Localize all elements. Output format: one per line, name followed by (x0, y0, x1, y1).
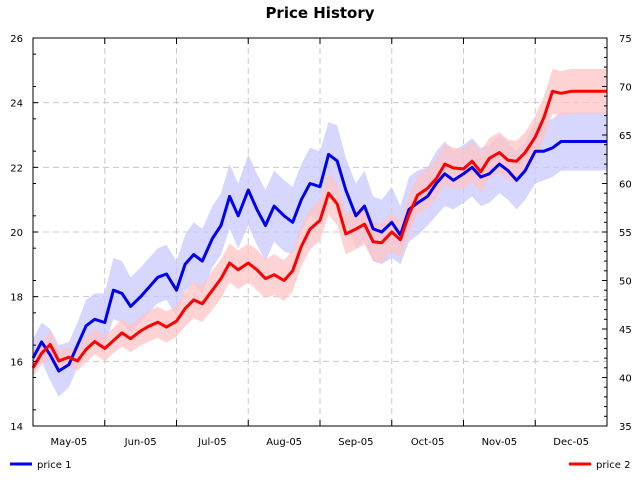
chart-title: Price History (265, 4, 374, 22)
x-tick-label: Oct-05 (411, 437, 445, 448)
x-tick-label: Sep-05 (338, 437, 373, 448)
right-tick-label: 35 (619, 422, 632, 433)
legend: price 1 price 2 (10, 460, 630, 471)
x-tick-label: May-05 (50, 437, 87, 448)
left-tick-label: 24 (10, 99, 23, 110)
right-tick-label: 60 (619, 180, 632, 191)
x-axis: May-05 Jun-05 Jul-05 Aug-05 Sep-05 Oct-05 Nov-… (50, 38, 589, 448)
left-y-axis: 14 16 18 20 22 24 26 (10, 34, 38, 433)
x-tick-label: Jun-05 (124, 437, 157, 448)
line-price-1 (31, 140, 607, 373)
confidence-bands (33, 69, 607, 397)
x-tick-label: Dec-05 (553, 437, 589, 448)
right-tick-label: 50 (619, 277, 632, 288)
legend-label-price-1: price 1 (37, 460, 71, 471)
series-lines (31, 89, 607, 373)
right-tick-label: 45 (619, 325, 632, 336)
x-tick-label: Jul-05 (197, 437, 226, 448)
right-tick-label: 75 (619, 34, 632, 45)
left-tick-label: 22 (10, 163, 23, 174)
right-tick-label: 70 (619, 83, 632, 94)
left-tick-label: 16 (10, 357, 23, 368)
x-tick-label: Nov-05 (482, 437, 518, 448)
left-tick-label: 26 (10, 34, 23, 45)
x-tick-label: Aug-05 (266, 437, 302, 448)
right-tick-label: 40 (619, 374, 632, 385)
left-tick-label: 20 (10, 228, 23, 239)
legend-label-price-2: price 2 (596, 460, 630, 471)
left-tick-label: 18 (10, 293, 23, 304)
right-tick-label: 55 (619, 228, 632, 239)
right-y-axis: 35 40 45 50 55 60 65 70 75 (602, 34, 632, 433)
right-tick-label: 65 (619, 131, 632, 142)
left-tick-label: 14 (10, 422, 23, 433)
band-price-2 (33, 69, 607, 378)
line-price-2 (31, 89, 607, 369)
